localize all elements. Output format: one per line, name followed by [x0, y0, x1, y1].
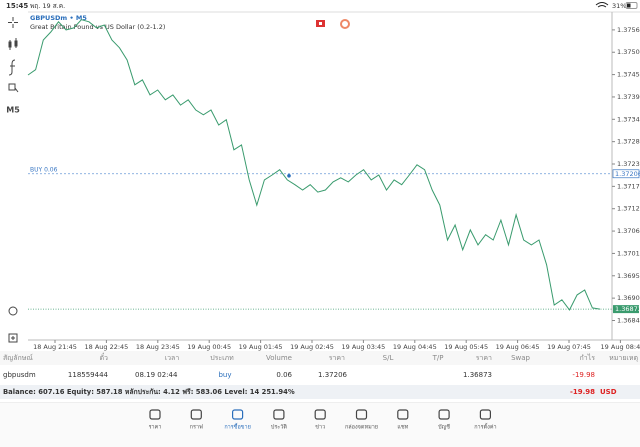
nav-icon[interactable]: [479, 409, 491, 420]
column-header: Swap: [511, 354, 530, 362]
buy-line-label: BUY 0.06: [30, 166, 58, 173]
x-tick-label: 19 Aug 06:45: [496, 343, 540, 351]
nav-label[interactable]: บัญชี: [438, 424, 450, 431]
column-header: ตั๋ว: [100, 353, 109, 362]
y-tick-label: 1.37395: [617, 93, 640, 101]
price-line: [27, 19, 601, 311]
column-header: กำไร: [580, 353, 596, 362]
y-tick-label: 1.37010: [617, 249, 640, 257]
battery-icon: [625, 2, 638, 9]
nav-label[interactable]: การตั้งค่า: [474, 423, 496, 431]
y-tick-label: 1.37450: [617, 71, 640, 79]
cell[interactable]: 118559444: [68, 371, 109, 379]
x-tick-label: 18 Aug 21:45: [33, 343, 77, 351]
cell[interactable]: 08.19 02:44: [135, 371, 178, 379]
crosshair-tool[interactable]: [8, 17, 18, 28]
nav-icon[interactable]: [314, 409, 326, 420]
objects-tool[interactable]: [8, 83, 19, 93]
nav-label[interactable]: การซื้อขาย: [224, 423, 250, 431]
y-tick-label: 1.37560: [617, 26, 640, 34]
x-tick-label: 19 Aug 01:45: [239, 343, 283, 351]
column-header: หมายเหตุ: [609, 354, 638, 362]
nav-icon[interactable]: [397, 409, 409, 420]
y-tick-label: 1.37230: [617, 160, 640, 168]
zoom-tool[interactable]: [8, 306, 18, 316]
summary-currency: USD: [600, 388, 617, 396]
y-tick-label: 1.37505: [617, 48, 640, 56]
nav-icon[interactable]: [149, 409, 161, 420]
x-tick-label: 19 Aug 05:45: [444, 343, 488, 351]
nav-label[interactable]: ข่าว: [315, 425, 325, 431]
left-toolbar: [8, 17, 19, 343]
current-price-label: 1.36873: [615, 305, 640, 313]
cell[interactable]: -19.98: [572, 371, 595, 379]
x-tick-label: 19 Aug 08:4: [601, 343, 640, 351]
column-header: S/L: [383, 354, 394, 362]
nav-label[interactable]: แชท: [397, 424, 408, 431]
summary-bg: [0, 385, 640, 399]
nav-label[interactable]: กราฟ: [190, 424, 203, 431]
cell[interactable]: 1.37206: [318, 371, 347, 379]
current-price-box: [613, 305, 639, 314]
x-tick-label: 19 Aug 04:45: [393, 343, 437, 351]
column-header: เวลา: [165, 354, 180, 362]
status-date: พฤ. 19 ส.ค.: [30, 2, 65, 10]
y-tick-label: 1.37340: [617, 115, 640, 123]
battery-level: [627, 3, 631, 8]
y-tick-label: 1.36900: [617, 294, 640, 302]
cell[interactable]: gbpusdm: [3, 371, 36, 379]
column-header: Volume: [266, 354, 292, 362]
indicators-tool[interactable]: [8, 38, 18, 50]
column-header: ราคา: [329, 354, 345, 362]
table-header-bg: [0, 351, 640, 365]
nav-icon[interactable]: [232, 409, 244, 420]
y-tick-label: 1.36955: [617, 272, 640, 280]
nav-icon[interactable]: [190, 409, 202, 420]
x-tick-label: 19 Aug 07:45: [547, 343, 591, 351]
x-tick-label: 19 Aug 00:45: [187, 343, 231, 351]
nav-icon[interactable]: [273, 409, 285, 420]
y-tick-label: 1.37285: [617, 138, 640, 146]
trade-entry: [287, 173, 291, 178]
status-time: 15:45: [6, 2, 28, 10]
summary-text: Balance: 607.16 Equity: 587.18 หลักประกั…: [3, 388, 295, 396]
y-tick-label: 1.36845: [617, 316, 640, 324]
y-tick-label: 1.37120: [617, 205, 640, 213]
y-tick-label: 1.37065: [617, 227, 640, 235]
y-tick-label: 1.37175: [617, 182, 640, 190]
cell[interactable]: buy: [218, 371, 231, 379]
x-tick-label: 18 Aug 23:45: [136, 343, 180, 351]
nav-icon[interactable]: [438, 409, 450, 420]
status-battery: 31%: [612, 2, 626, 10]
nav-icon[interactable]: [355, 409, 368, 420]
wifi-icon: [595, 2, 609, 8]
buy-price-label: 1.37206: [615, 170, 640, 178]
column-header: สัญลักษณ์: [3, 354, 33, 362]
trade-icon[interactable]: [340, 19, 350, 29]
cell[interactable]: 1.36873: [463, 371, 492, 379]
nav-label[interactable]: กล่องจดหมาย: [345, 425, 378, 431]
column-header: ราคา: [476, 354, 492, 362]
chart-symbol: GBPUSDm • M5: [30, 14, 87, 22]
add-tool[interactable]: [8, 333, 18, 343]
summary-profit: -19.98: [570, 388, 595, 396]
timeframe[interactable]: M5: [6, 106, 20, 115]
column-header: T/P: [432, 354, 444, 362]
x-tick-label: 18 Aug 22:45: [84, 343, 128, 351]
nav-label[interactable]: ประวัติ: [271, 424, 287, 431]
buy-price-box: [612, 169, 640, 179]
nav-label[interactable]: ราคา: [149, 425, 162, 431]
x-tick-label: 19 Aug 02:45: [290, 343, 334, 351]
function-tool[interactable]: [8, 59, 16, 76]
cell[interactable]: 0.06: [276, 371, 292, 379]
column-header: ประเภท: [210, 354, 234, 362]
x-tick-label: 19 Aug 03:45: [341, 343, 385, 351]
